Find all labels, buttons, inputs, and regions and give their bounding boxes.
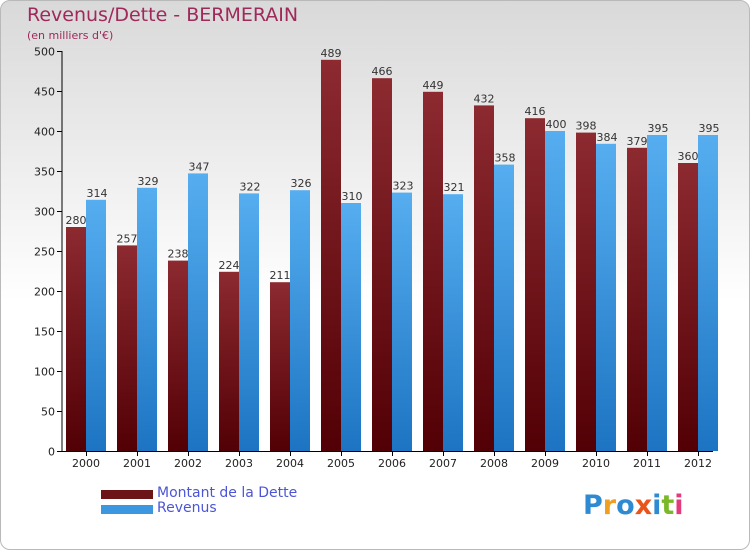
data-label-dette-2009: 416 <box>525 105 546 118</box>
logo-letter: t <box>661 490 675 521</box>
data-label-revenus-2000: 314 <box>87 187 108 200</box>
x-tick-label: 2009 <box>531 457 559 470</box>
y-tick-label: 150 <box>34 326 55 339</box>
legend-swatch-dette <box>101 490 153 499</box>
data-label-revenus-2010: 384 <box>597 131 618 144</box>
bar-dette-2009 <box>525 118 545 451</box>
y-tick-label: 100 <box>34 366 55 379</box>
data-label-revenus-2005: 310 <box>342 190 363 203</box>
y-tick-label: 200 <box>34 286 55 299</box>
bar-revenus-2003 <box>239 193 259 451</box>
bar-dette-2008 <box>474 105 494 452</box>
legend-swatch-revenus <box>101 505 153 514</box>
x-tick-label: 2010 <box>582 457 610 470</box>
data-label-revenus-2008: 358 <box>495 152 516 165</box>
bar-revenus-2002 <box>188 173 208 451</box>
data-label-revenus-2012: 395 <box>699 122 720 135</box>
x-tick-label: 2000 <box>72 457 100 470</box>
x-tick-label: 2005 <box>327 457 355 470</box>
data-label-dette-2008: 432 <box>474 92 495 105</box>
data-label-dette-2010: 398 <box>576 120 597 133</box>
x-tick-label: 2012 <box>684 457 712 470</box>
y-tick-label: 450 <box>34 86 55 99</box>
proxiti-logo: Proxiti <box>583 490 684 521</box>
bar-revenus-2000 <box>86 199 106 451</box>
logo-letter: x <box>634 490 653 521</box>
data-label-dette-2002: 238 <box>168 248 189 261</box>
bar-revenus-2001 <box>137 187 157 452</box>
data-label-revenus-2004: 326 <box>291 177 312 190</box>
bar-revenus-2010 <box>596 143 616 452</box>
bar-revenus-2004 <box>290 190 310 451</box>
x-tick-label: 2004 <box>276 457 304 470</box>
bar-dette-2011 <box>627 147 647 452</box>
y-tick-label: 350 <box>34 166 55 179</box>
y-tick-label: 500 <box>34 46 55 59</box>
x-tick-label: 2001 <box>123 457 151 470</box>
data-label-revenus-2011: 395 <box>648 122 669 135</box>
x-tick-label: 2011 <box>633 457 661 470</box>
bar-dette-2004 <box>270 282 290 451</box>
bar-dette-2000 <box>66 227 86 451</box>
data-label-revenus-2001: 329 <box>138 175 159 188</box>
data-label-revenus-2006: 323 <box>393 180 414 193</box>
data-label-dette-2005: 489 <box>321 47 342 60</box>
logo-letter: o <box>616 490 635 521</box>
y-tick-label: 250 <box>34 246 55 259</box>
chart-title: Revenus/Dette - BERMERAIN <box>27 4 299 26</box>
data-label-revenus-2002: 347 <box>189 160 210 173</box>
bar-revenus-2012 <box>698 135 718 451</box>
bar-revenus-2005 <box>341 203 361 451</box>
logo-letter: i <box>652 490 662 521</box>
data-label-revenus-2007: 321 <box>444 181 465 194</box>
chart-data-labels: 280 314 257 329 238 347 224 322 211 326 489 310 466 3… <box>66 47 720 282</box>
bar-dette-2001 <box>117 245 137 451</box>
x-tick-label: 2003 <box>225 457 253 470</box>
bar-revenus-2008 <box>494 164 514 451</box>
bar-revenus-2007 <box>443 194 463 451</box>
data-label-dette-2003: 224 <box>219 259 240 272</box>
legend-label-revenus: Revenus <box>157 500 217 516</box>
data-label-dette-2011: 379 <box>627 135 648 148</box>
data-label-dette-2006: 466 <box>372 65 393 78</box>
bar-dette-2002 <box>168 260 188 451</box>
legend-label-dette: Montant de la Dette <box>157 485 298 501</box>
chart-subtitle: (en milliers d'€) <box>27 29 114 42</box>
data-label-revenus-2003: 322 <box>240 180 261 193</box>
y-tick-label: 400 <box>34 126 55 139</box>
x-tick-label: 2007 <box>429 457 457 470</box>
logo-letter: i <box>674 490 684 521</box>
y-tick-label: 300 <box>34 206 55 219</box>
x-tick-label: 2006 <box>378 457 406 470</box>
y-tick-label: 50 <box>41 406 55 419</box>
bar-dette-2007 <box>423 91 443 452</box>
y-tick-label: 0 <box>48 446 55 459</box>
chart-axes: 0 50 100 150 200 250 300 350 400 450 500 2000 2001 20… <box>34 46 713 470</box>
data-label-dette-2004: 211 <box>270 269 291 282</box>
data-label-dette-2007: 449 <box>423 79 444 92</box>
bar-dette-2012 <box>678 163 698 451</box>
data-label-dette-2000: 280 <box>66 214 87 227</box>
bar-revenus-2006 <box>392 192 412 451</box>
bar-dette-2006 <box>372 78 392 451</box>
bar-dette-2005 <box>321 59 341 452</box>
bar-revenus-2011 <box>647 135 667 451</box>
logo-letter: r <box>602 490 617 521</box>
data-label-dette-2001: 257 <box>117 232 138 245</box>
data-label-revenus-2009: 400 <box>546 118 567 131</box>
logo-letter: P <box>583 490 603 521</box>
x-tick-label: 2008 <box>480 457 508 470</box>
chart-bars <box>66 59 718 452</box>
bar-dette-2003 <box>219 271 239 451</box>
bar-dette-2010 <box>576 132 596 451</box>
bar-revenus-2009 <box>545 131 565 451</box>
data-label-dette-2012: 360 <box>678 150 699 163</box>
x-tick-label: 2002 <box>174 457 202 470</box>
